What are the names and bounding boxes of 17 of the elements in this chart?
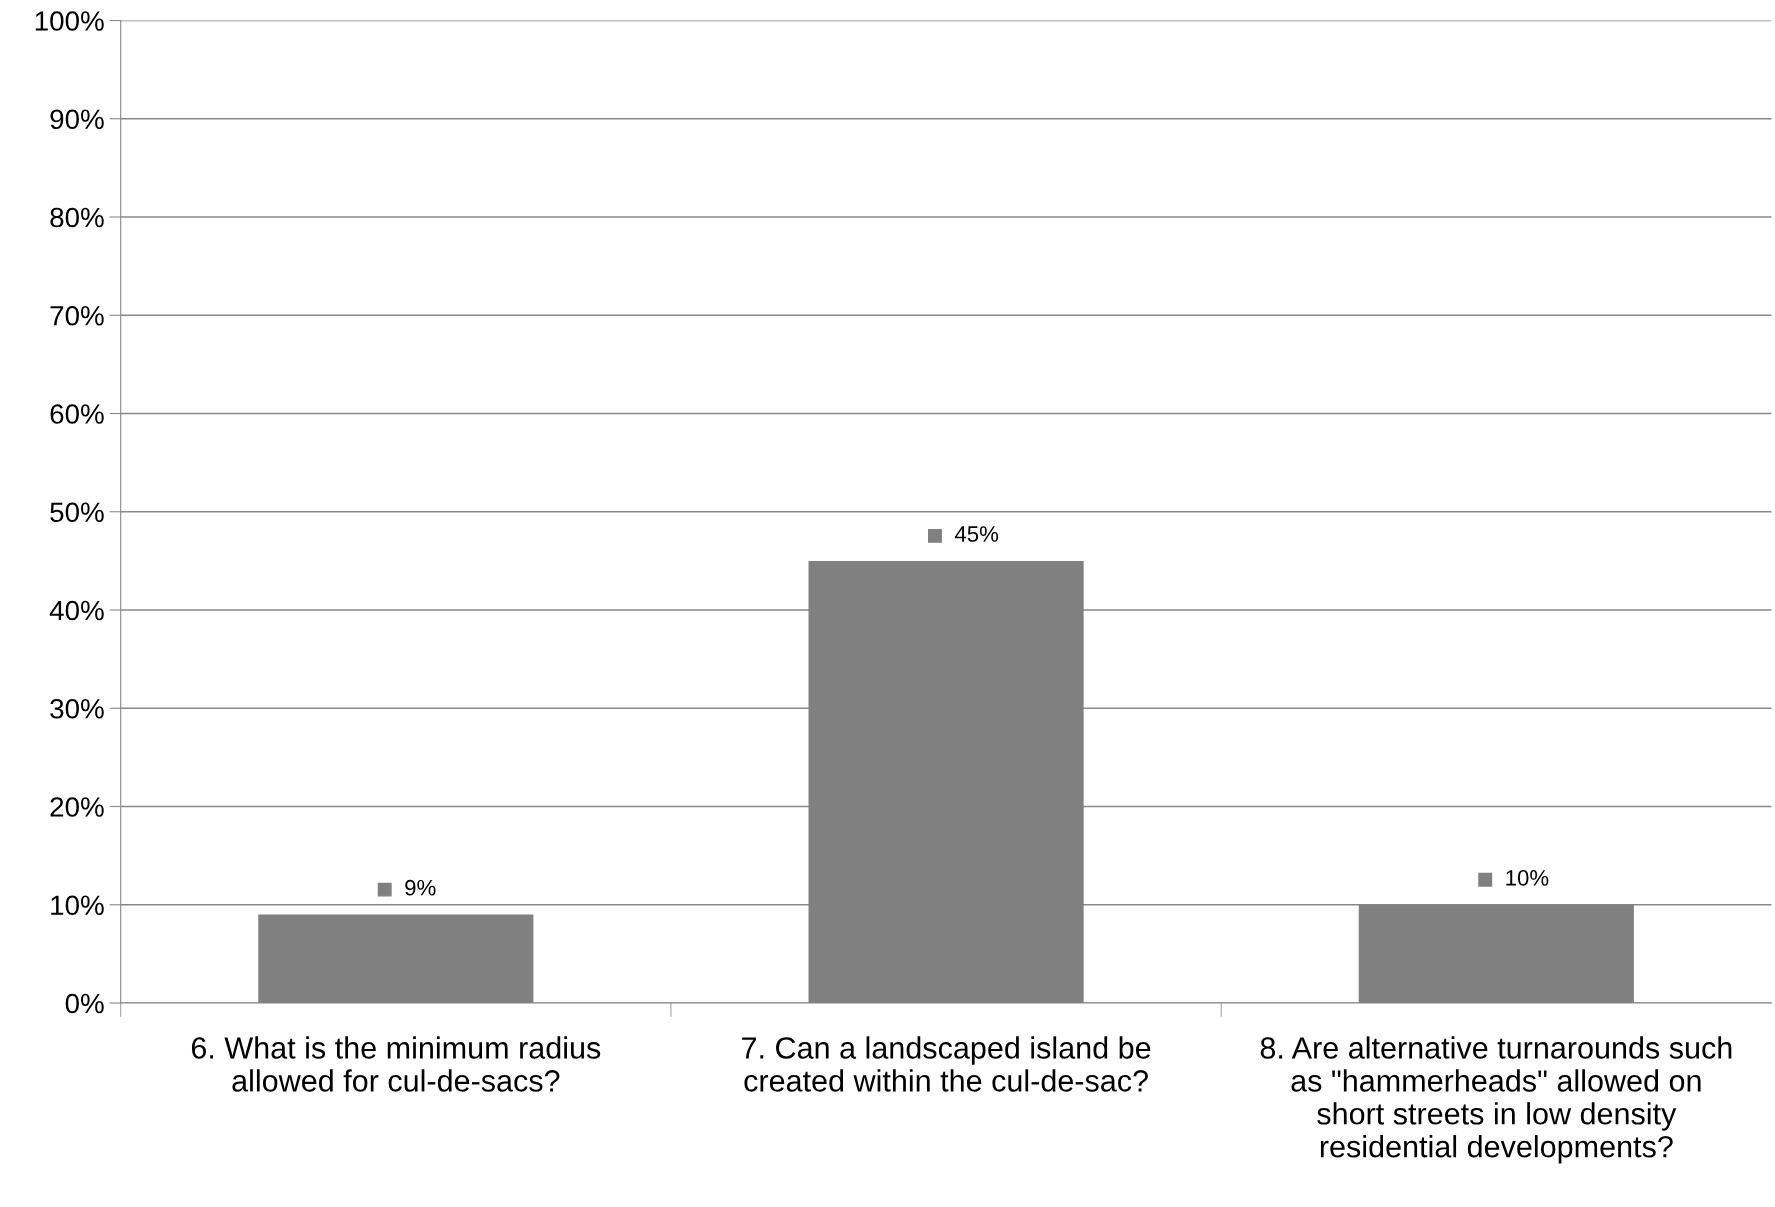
y-tick-label: 40% bbox=[49, 600, 104, 621]
y-tick-label: 50% bbox=[50, 502, 104, 523]
y-tick-label: 10% bbox=[51, 895, 104, 916]
y-tick-label: 30% bbox=[50, 698, 104, 719]
data-label: 10% bbox=[1506, 870, 1549, 886]
y-tick-label: 20% bbox=[50, 797, 104, 817]
x-tick-label: 6. What is the minimum radius allowed for cul-de-sacs? bbox=[191, 1036, 601, 1092]
y-tick-label: 60% bbox=[50, 404, 104, 424]
y-tick-label: 80% bbox=[50, 207, 104, 228]
y-tick-label: 0% bbox=[65, 993, 104, 1014]
data-label: 45% bbox=[954, 526, 999, 542]
y-tick-label: 100% bbox=[35, 11, 104, 31]
y-tick-label: 90% bbox=[50, 109, 104, 130]
x-tick-label: 8. Are alternative turnarounds such as "hammerheads" allowed on short streets in low density residential developments? bbox=[1260, 1036, 1732, 1164]
data-label: 9% bbox=[405, 879, 436, 896]
x-tick-label: 7. Can a landscaped island be created within the cul-de-sac? bbox=[742, 1036, 1151, 1092]
y-tick-label: 70% bbox=[50, 305, 104, 326]
